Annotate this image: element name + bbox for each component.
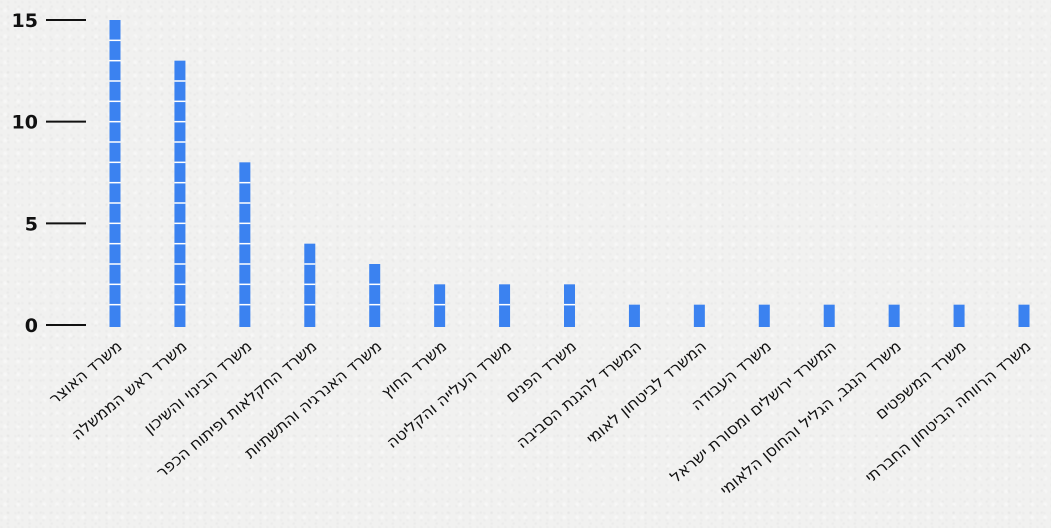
bar <box>823 304 835 327</box>
bar <box>434 284 446 327</box>
bar-fill <box>758 304 770 327</box>
bar <box>174 60 186 328</box>
x-category-label: משרד הבינוי והשיכון <box>140 337 255 438</box>
bar-fill <box>564 284 575 327</box>
bar-fill <box>434 284 446 327</box>
bar-fill <box>823 304 835 327</box>
bar-fill <box>693 304 705 327</box>
bar <box>499 284 511 327</box>
x-category-label: משרד העלייה והקליטה <box>383 337 515 452</box>
x-category-label: משרד ראש הממשלה <box>68 337 191 444</box>
bar <box>953 304 965 327</box>
bar <box>109 20 121 327</box>
bar-fill <box>499 284 511 327</box>
y-tick-label: 5 <box>25 213 38 235</box>
bar <box>369 264 381 327</box>
bar-fill <box>239 162 251 327</box>
bar-fill <box>628 304 640 327</box>
bar-fill <box>953 304 965 327</box>
y-tick-label: 15 <box>12 10 38 32</box>
bar-fill <box>109 20 121 327</box>
bar <box>628 304 640 327</box>
bar <box>239 162 251 327</box>
x-category-label: המשרד לביטחון לאומי <box>582 337 710 448</box>
bar <box>693 304 705 327</box>
bars <box>109 20 1030 328</box>
bar <box>758 304 770 327</box>
bar <box>888 304 900 327</box>
bar-fill <box>888 304 900 327</box>
bar-fill <box>1018 304 1030 327</box>
bar-fill <box>174 60 186 328</box>
bar <box>304 243 316 327</box>
bar <box>1018 304 1030 327</box>
bar-fill <box>369 264 381 327</box>
y-axis: 0 5 10 15 <box>12 10 86 337</box>
bar <box>564 284 575 327</box>
y-tick-label: 10 <box>12 112 38 134</box>
y-tick-label: 0 <box>25 315 38 337</box>
bar-fill <box>304 243 316 327</box>
x-category-label: המשרד להגנת הסביבה <box>512 337 645 452</box>
